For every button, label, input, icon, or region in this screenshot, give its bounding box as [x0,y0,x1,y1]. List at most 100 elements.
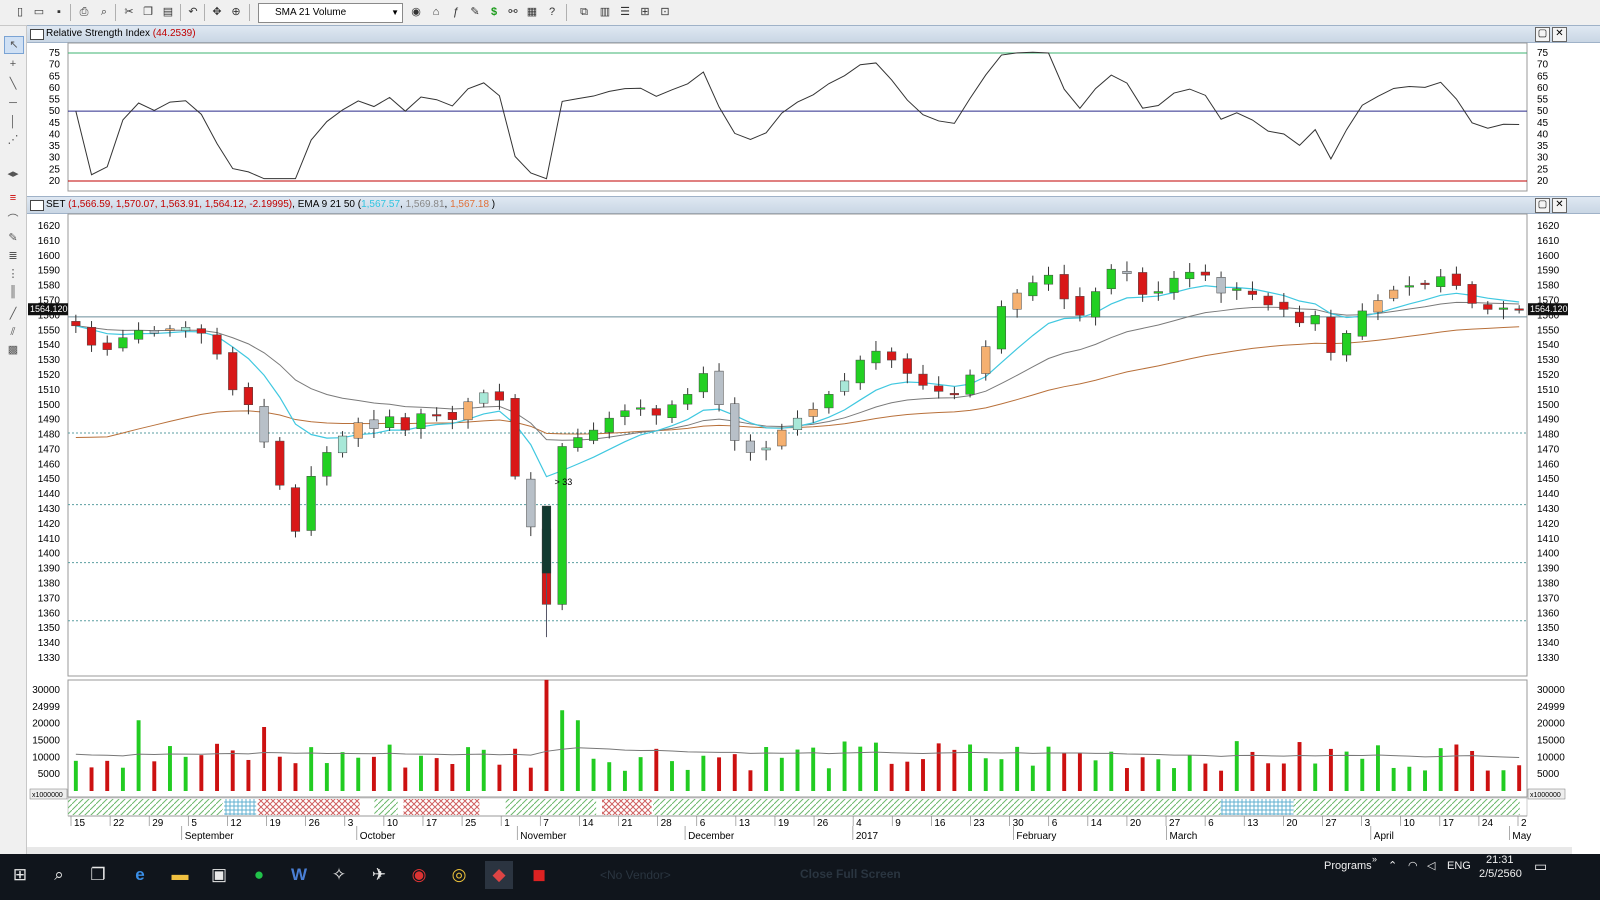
line-icon[interactable]: ╱ [9,308,17,320]
price-tick-left: 1350 [38,623,61,634]
open-icon[interactable]: ▭ [33,6,45,18]
windows-start-icon[interactable]: ⊞ [12,865,28,884]
volume-tick-left: 30000 [32,685,60,696]
layout-icon[interactable]: ▥ [599,6,611,18]
candle [1279,301,1289,310]
close-icon[interactable]: ✕ [1552,198,1567,213]
print-preview-icon[interactable]: ⌕ [100,6,108,18]
zoom-icon[interactable]: ⊕ [231,6,241,18]
function-icon[interactable]: ⌂ [432,6,440,18]
app2-icon[interactable]: ✈ [371,865,387,884]
grid-icon[interactable]: ⊞ [640,6,650,18]
cross-icon[interactable]: + [9,58,17,70]
trend-segment [68,799,223,815]
save-icon[interactable]: ▪ [57,6,61,18]
help-icon[interactable]: ? [548,6,556,18]
cycle-icon[interactable]: ║ [9,286,17,298]
binoculars-icon[interactable]: ⚯ [508,6,518,18]
horizontal-scrollbar[interactable] [27,847,1572,854]
new-icon[interactable]: ▯ [16,6,24,18]
search-icon[interactable]: ⌕ [54,865,64,884]
price-tick-left: 1340 [38,638,61,649]
price-tick-left: 1620 [38,221,61,232]
paste-icon[interactable]: ▤ [162,6,174,18]
clock-time[interactable]: 21:31 [1486,854,1514,866]
price-tick-left: 1450 [38,474,61,485]
clock-date[interactable]: 2/5/2560 [1479,868,1522,880]
price-tick-left: 1440 [38,489,61,500]
date-label: 13 [1247,818,1259,829]
pen-icon[interactable]: ✎ [8,232,18,244]
wifi-icon[interactable]: ◠ [1408,860,1418,872]
word-icon[interactable]: W [290,865,308,884]
volume-tick-left: 15000 [32,736,60,747]
arc-icon[interactable]: ⌒ [7,214,19,226]
print-icon[interactable]: ⎙ [79,6,89,18]
calculator-icon[interactable]: ▦ [526,6,538,18]
chevron-right-icon[interactable]: » [1372,854,1378,864]
candle [1138,272,1148,295]
date-label: 27 [1325,818,1337,829]
pattern-icon[interactable]: ▩ [7,344,19,356]
close-icon[interactable]: ✕ [1552,27,1567,42]
month-label: September [185,831,235,842]
indicator-select[interactable]: SMA 21 Volume ▼ [258,3,403,23]
maximize-icon[interactable]: ▢ [1535,27,1550,42]
windows-icon[interactable]: ⧉ [580,6,588,18]
task-view-icon[interactable]: ❐ [90,865,106,884]
frame-icon[interactable]: ⊡ [660,6,670,18]
date-label: 6 [1208,818,1214,829]
date-label: 9 [895,818,901,829]
line-app-icon[interactable]: ● [253,865,265,884]
pointer-icon[interactable]: ↖ [4,36,24,54]
copy-icon[interactable]: ❐ [143,6,153,18]
fan-icon[interactable]: ⋰ [7,134,19,146]
draw-icon[interactable]: ✎ [470,6,480,18]
rsi-tick-left: 45 [49,118,61,129]
trendline-icon[interactable]: ╲ [9,78,17,90]
programs-label[interactable]: Programs [1324,860,1372,872]
app-icon[interactable]: ✧ [331,865,347,884]
language-indicator[interactable]: ENG [1447,860,1471,872]
rsi-tick-left: 25 [49,164,61,175]
price-tick-right: 1370 [1537,593,1560,604]
multiplier-label: x1000000 [1530,792,1561,799]
horizontal-line-icon[interactable]: ─ [9,97,17,109]
volume-icon[interactable]: ◁ [1427,860,1436,872]
notification-icon[interactable]: ▭ [1534,858,1548,874]
rsi-tick-right: 45 [1537,118,1549,129]
indicator-icon[interactable]: ◉ [411,6,421,18]
chart-app-icon[interactable]: ◆ [485,861,513,889]
cut-icon[interactable]: ✂ [124,6,134,18]
flag-icon[interactable]: ≡ [9,192,17,204]
rows-icon[interactable]: ☰ [620,6,630,18]
price-tick-left: 1330 [38,653,61,664]
scroll-icon[interactable]: ◂▸ [7,168,19,180]
candle [557,446,567,605]
maximize-icon[interactable]: ▢ [1535,198,1550,213]
channel-icon[interactable]: ⫽ [10,326,16,338]
store-icon[interactable]: ▣ [210,865,228,884]
multiplier-label: x1000000 [32,792,63,799]
fib-fan-icon[interactable]: ⋮ [7,268,19,280]
fx-icon[interactable]: ƒ [452,6,460,18]
chevron-up-icon[interactable]: ⌃ [1388,860,1398,872]
candle [808,408,818,417]
chrome-icon[interactable]: ◎ [451,865,467,884]
app3-icon[interactable]: ◉ [411,865,427,884]
edge-icon[interactable]: e [135,865,145,884]
undo-icon[interactable]: ↶ [188,6,198,18]
fibonacci-icon[interactable]: ≣ [8,250,18,262]
price-tick-right: 1610 [1537,236,1560,247]
dollar-icon[interactable]: $ [490,6,498,18]
dota-icon[interactable]: ◼ [531,865,547,884]
date-label: 25 [465,818,477,829]
candle [259,406,269,443]
file-explorer-icon[interactable]: ▬ [171,865,189,884]
candle [1028,282,1038,297]
crosshair-icon[interactable]: ✥ [212,6,222,18]
date-label: 14 [582,818,594,829]
rsi-tick-left: 35 [49,141,61,152]
vertical-line-icon[interactable]: │ [9,116,17,128]
